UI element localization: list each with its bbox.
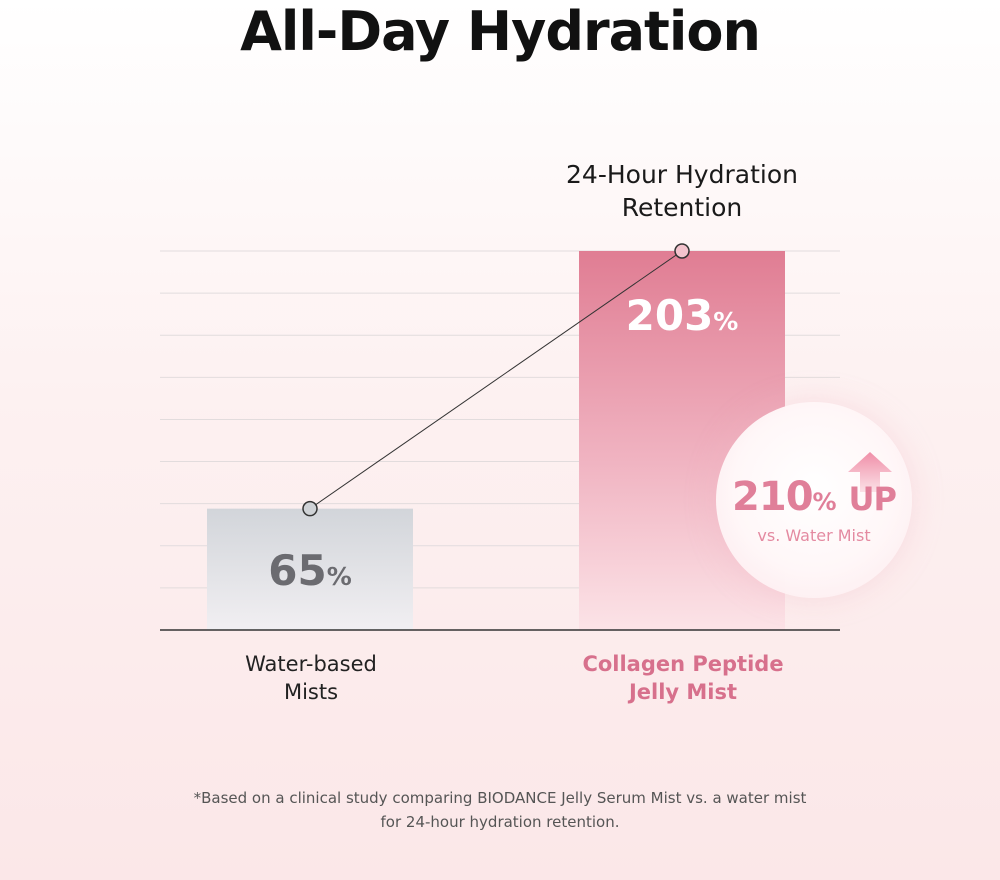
badge-suffix: UP [848,480,897,518]
value-number: 65 [268,546,326,595]
value-number: 203 [626,291,714,340]
data-point-collagen [674,243,690,259]
category-label-water: Water-based Mists [245,652,377,704]
bar-value-label-collagen: 203% [626,291,739,340]
chart-title: 24-Hour Hydration Retention [566,160,798,222]
page-title: All-Day Hydration [240,0,761,63]
arrow-up-icon [848,452,892,492]
value-unit: % [713,307,738,336]
bar-water-based-mists [207,508,413,630]
badge-caption: vs. Water Mist [757,526,871,545]
comparison-badge [716,402,912,598]
data-point-water [302,500,318,517]
badge-value: 210% UP [716,474,912,520]
value-unit: % [327,562,352,591]
trend-line [309,250,683,510]
footnote: *Based on a clinical study comparing BIO… [193,789,807,831]
badge-unit: % [812,488,837,516]
category-label-collagen: Collagen Peptide Jelly Mist [582,652,784,704]
bar-value-label-water: 65% [268,546,352,595]
badge-number: 210 [732,474,813,520]
